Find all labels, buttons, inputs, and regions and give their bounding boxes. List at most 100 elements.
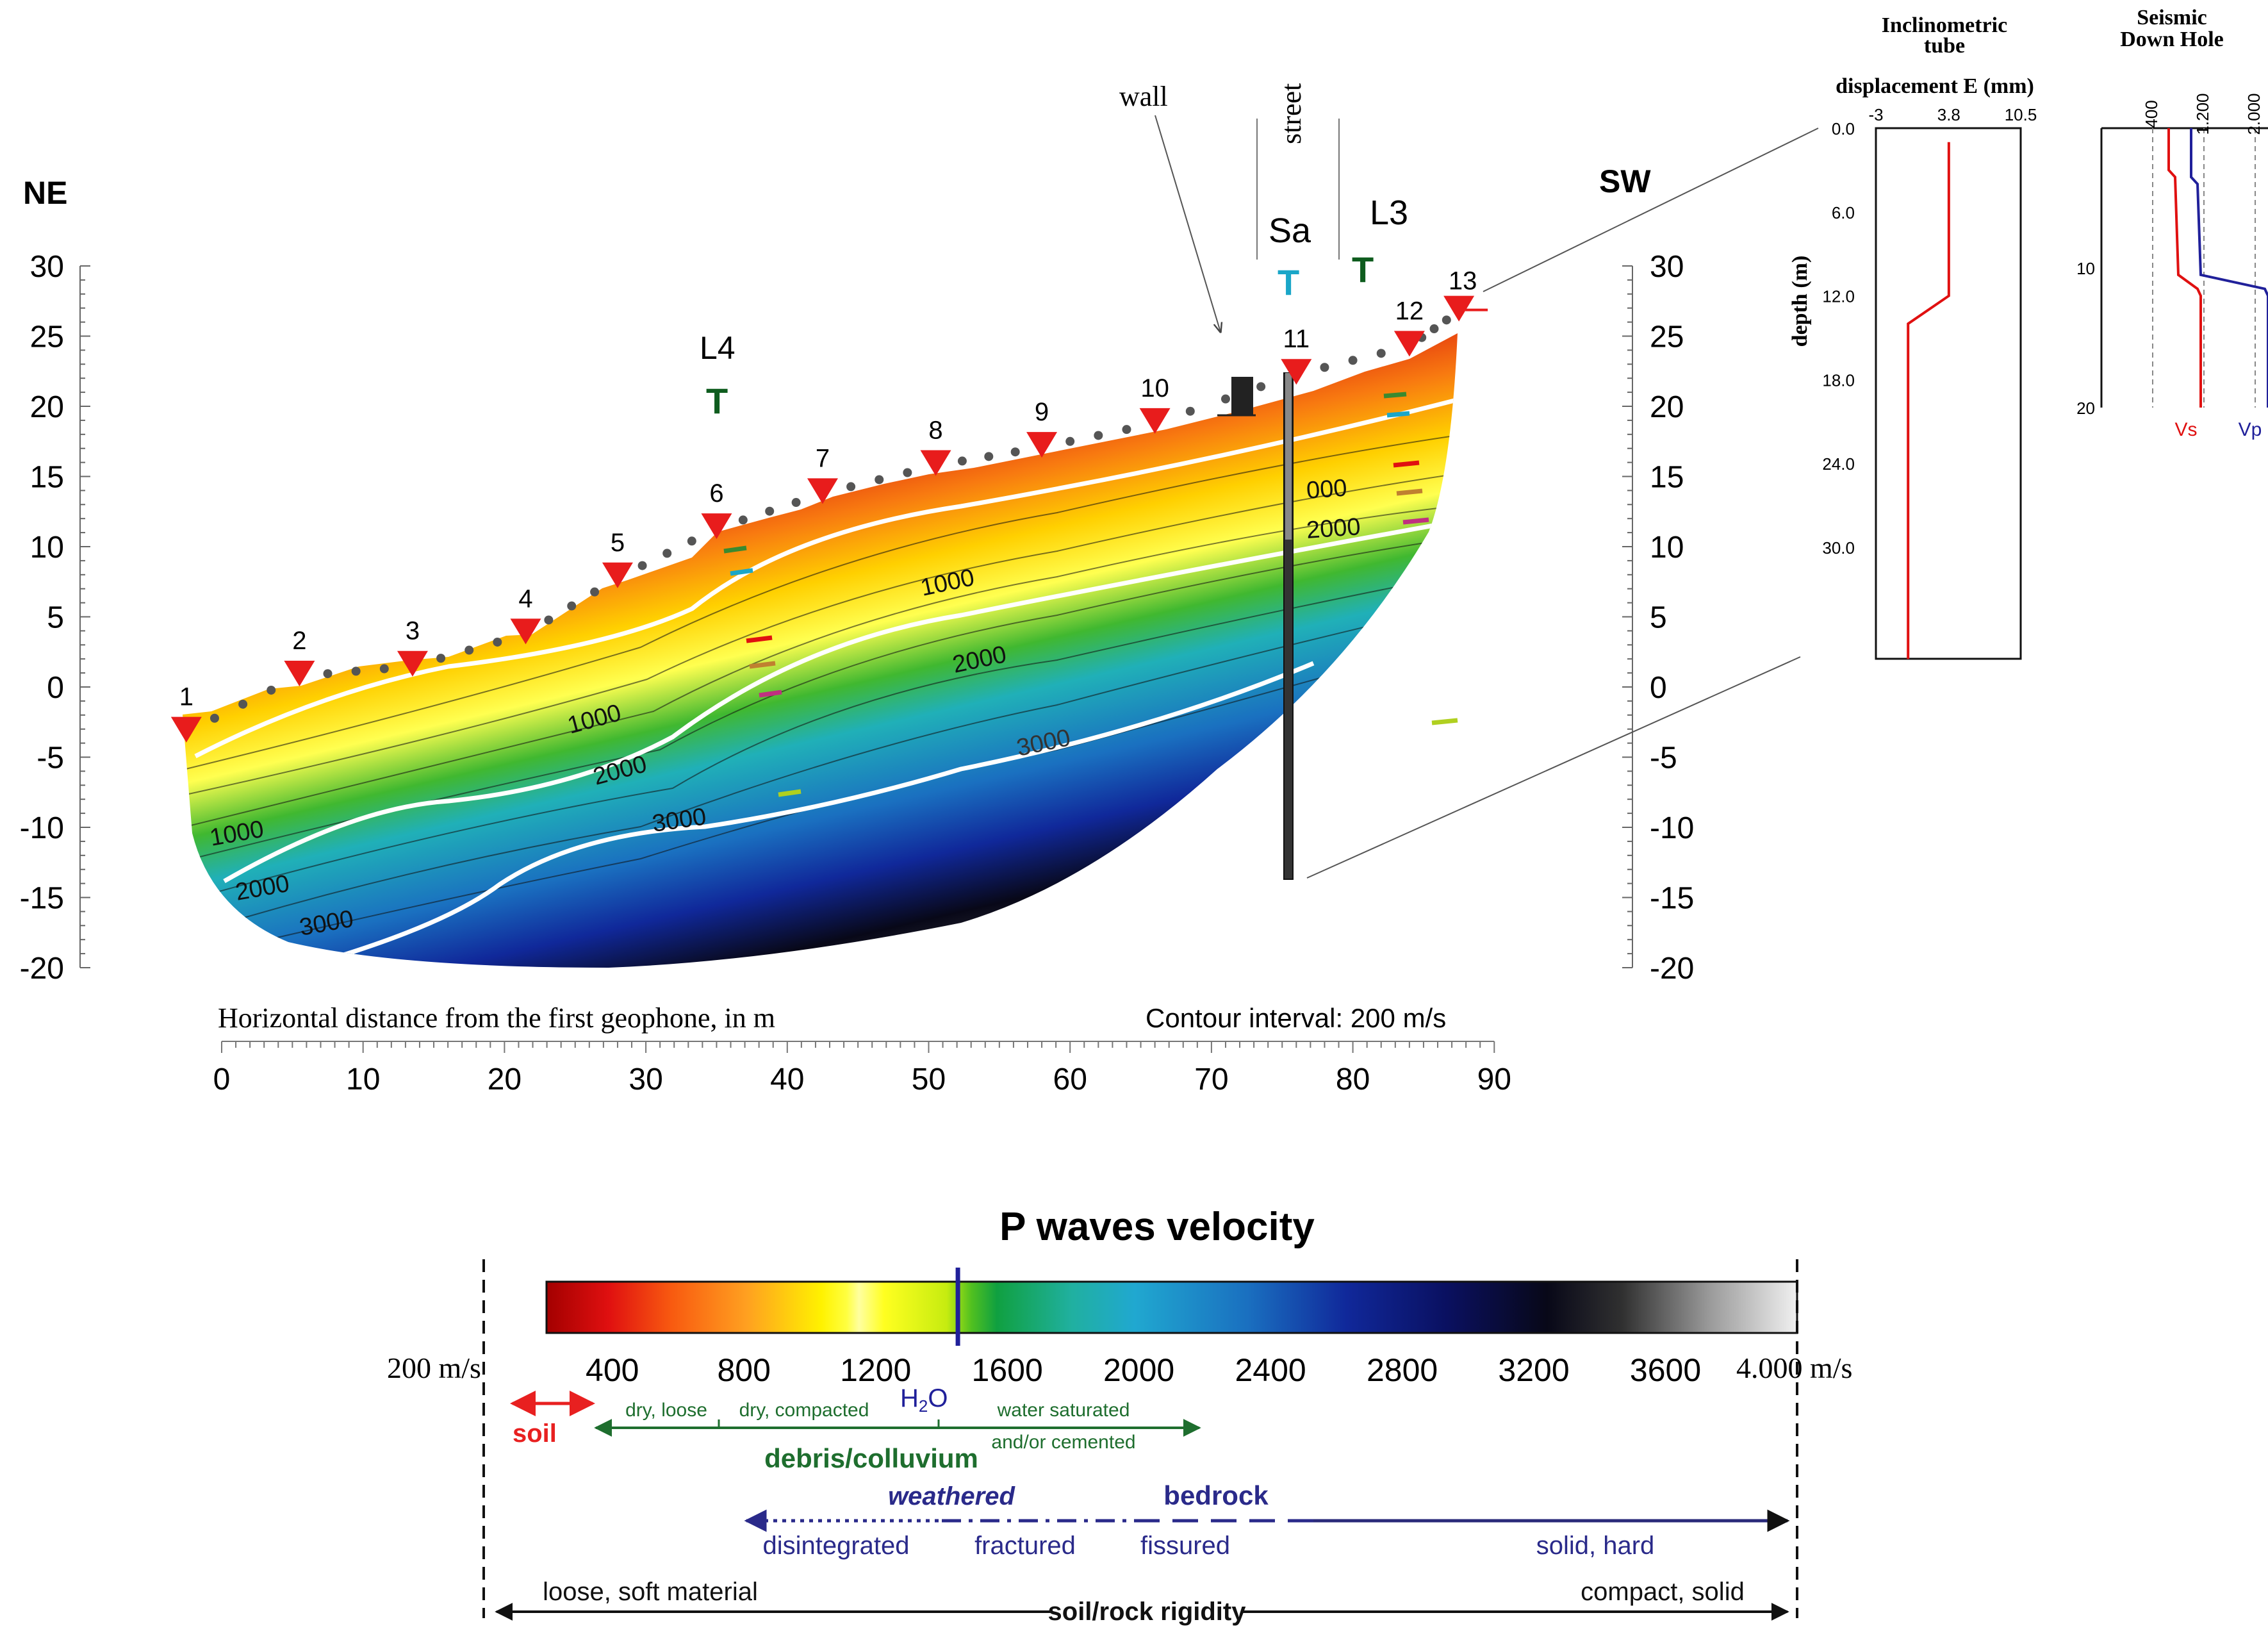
surface-dot	[1010, 447, 1020, 457]
geophone-marker	[1026, 432, 1058, 458]
left-depth-axis: 30 25 20 15 10 5 0 -5 -10 -15 -20	[20, 250, 90, 986]
y-tick-label: 0	[1650, 671, 1667, 705]
x-tick-label: 30	[629, 1063, 662, 1096]
inclinometer-chart: Inclinometric tube displacement E (mm) -…	[1788, 13, 2037, 660]
legend-tick-label: 2800	[1367, 1352, 1438, 1388]
contour-interval-note: Contour interval: 200 m/s	[1146, 1003, 1446, 1033]
y-tick-label: -10	[1650, 811, 1694, 845]
ne-label: NE	[23, 175, 67, 211]
vp-label: Vp	[2239, 419, 2262, 440]
surface-dot	[1122, 425, 1131, 434]
loose-soft-label: loose, soft material	[543, 1578, 758, 1606]
y-tick-label: -20	[1650, 952, 1694, 986]
y-tick-label: 25	[30, 320, 64, 354]
x-tick-label: 60	[1053, 1063, 1087, 1096]
geophone-label: 9	[1035, 398, 1049, 426]
surface-dot	[791, 498, 801, 508]
geophone-marker	[807, 478, 838, 504]
downhole-title-2: Down Hole	[2120, 28, 2224, 51]
dh-x-tick: 400	[2142, 100, 2161, 128]
surface-dot	[267, 685, 276, 695]
fractured-label: fractured	[974, 1532, 1076, 1560]
velocity-tomogram: 1000 1000 1000 000 2000 2000 2000 3000 3…	[183, 333, 1458, 968]
geophone-marker	[1393, 331, 1425, 357]
y-tick-label: 0	[47, 671, 64, 705]
trench-sa-marker: T	[1278, 262, 1299, 302]
incl-depth-tick: 0.0	[1832, 119, 1855, 138]
geophone-label: 11	[1283, 325, 1310, 353]
legend-tick-label: 3200	[1498, 1352, 1569, 1388]
surface-dot	[1256, 382, 1266, 392]
x-tick-label: 0	[213, 1063, 231, 1096]
geophone-label: 4	[518, 584, 532, 613]
dh-x-tick: 2.000	[2244, 93, 2264, 135]
y-tick-label: 15	[30, 461, 64, 495]
geophone-label: 5	[611, 529, 625, 557]
geophone-label: 8	[928, 417, 942, 445]
geophone-marker	[1139, 408, 1171, 434]
surface-dot	[323, 669, 333, 679]
y-tick-label: -5	[37, 741, 64, 775]
incl-x-tick: 10.5	[2005, 105, 2037, 124]
surface-dot	[567, 601, 577, 611]
surface-dot	[436, 654, 446, 663]
inclinometer-frame	[1875, 127, 2022, 660]
velocity-colorbar	[545, 1280, 1798, 1334]
x-tick-label: 10	[346, 1063, 380, 1096]
surface-dot	[238, 699, 248, 709]
dh-depth-tick: 20	[2076, 399, 2095, 418]
inclinometer-title-1: Inclinometric	[1882, 13, 2007, 37]
dry-compacted-label: dry, compacted	[739, 1400, 869, 1421]
x-tick-label: 70	[1194, 1063, 1228, 1096]
geophone-label: 10	[1140, 374, 1169, 402]
surface-dot	[379, 664, 389, 674]
legend-tick-label: 1600	[972, 1352, 1043, 1388]
surface-dot	[1185, 406, 1195, 416]
legend-tick-label: 2000	[1103, 1352, 1174, 1388]
surface-dot	[1065, 436, 1075, 446]
surface-dot	[875, 475, 884, 484]
y-tick-label: -15	[1650, 882, 1694, 916]
cemented-label: and/or cemented	[991, 1432, 1135, 1453]
velocity-legend: P waves velocity 200 m/s 4.000 m/s 400 80…	[387, 1205, 1852, 1626]
fissured-label: fissured	[1140, 1532, 1230, 1560]
water-saturated-label: water saturated	[997, 1400, 1130, 1421]
incl-x-tick: -3	[1868, 105, 1883, 124]
geophone-label: 12	[1395, 297, 1424, 325]
geophone-marker	[602, 562, 633, 588]
geophone-marker	[284, 661, 315, 687]
geophone-label: 13	[1449, 267, 1477, 295]
vs-profile	[2167, 128, 2202, 408]
legend-tick-label: 400	[586, 1352, 639, 1388]
surface-dot	[1442, 315, 1451, 325]
geophone-label: 3	[406, 617, 420, 645]
incl-depth-tick: 12.0	[1822, 287, 1855, 306]
bedrock-label: bedrock	[1163, 1480, 1269, 1510]
trench-sa-label: Sa	[1269, 211, 1311, 250]
legend-min-label: 200 m/s	[387, 1352, 481, 1384]
geophone-marker	[701, 513, 732, 540]
surface-dot	[210, 713, 219, 723]
surface-dot	[957, 456, 967, 466]
incl-depth-tick: 24.0	[1822, 454, 1855, 474]
x-tick-label: 40	[770, 1063, 804, 1096]
y-tick-label: 10	[30, 531, 64, 565]
y-tick-label: -20	[20, 952, 64, 986]
distance-axis: 0 10 20 30 40 50 60 70 80 90	[213, 1041, 1511, 1096]
surface-dot	[637, 561, 647, 570]
surface-dot	[544, 615, 554, 625]
y-tick-label: -5	[1650, 741, 1677, 775]
surface-dot	[590, 587, 600, 597]
geophone-label: 7	[816, 444, 830, 472]
geophone-marker	[920, 450, 951, 476]
downhole-chart: Seismic Down Hole 400 1.200 2.000 10 20 Vs V…	[2076, 6, 2268, 440]
inclinometer-depth-label: depth (m)	[1788, 256, 1812, 347]
y-tick-label: 10	[1650, 531, 1684, 565]
trench-l4-marker: T	[706, 381, 728, 421]
x-tick-label: 50	[912, 1063, 946, 1096]
legend-tick-label: 800	[717, 1352, 770, 1388]
surface-dot	[738, 515, 748, 525]
x-tick-label: 90	[1477, 1063, 1511, 1096]
y-tick-label: 5	[1650, 601, 1667, 635]
